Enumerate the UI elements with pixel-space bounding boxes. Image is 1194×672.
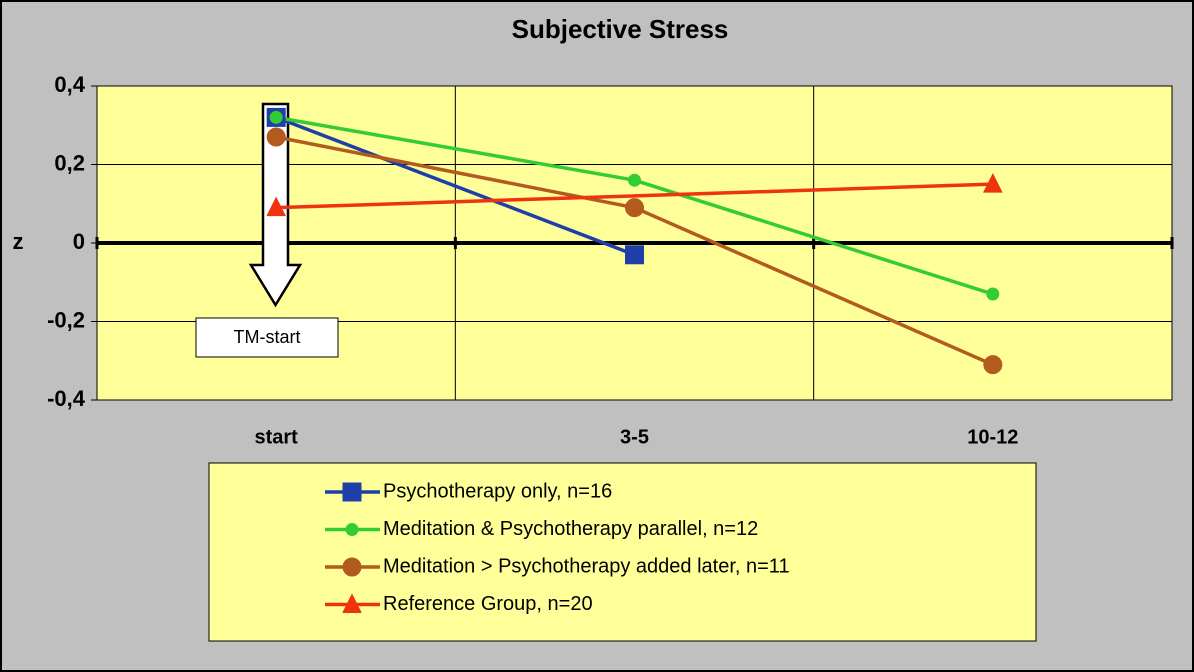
- y-tick-label: -0,2: [47, 307, 85, 332]
- legend-label: Reference Group, n=20: [383, 593, 593, 615]
- marker-circle: [628, 173, 641, 187]
- marker-square: [342, 482, 362, 502]
- x-tick-label: start: [254, 426, 298, 448]
- legend-label: Meditation > Psychotherapy added later, …: [383, 555, 790, 577]
- marker-circle: [345, 523, 359, 536]
- chart-title: Subjective Stress: [512, 14, 729, 44]
- marker-circle: [983, 355, 1003, 375]
- marker-square: [625, 245, 644, 265]
- y-tick-label: -0,4: [47, 386, 86, 411]
- legend-label: Psychotherapy only, n=16: [383, 480, 612, 502]
- marker-circle: [986, 287, 1000, 301]
- y-tick-label: 0,4: [54, 72, 85, 97]
- series-line: [275, 115, 636, 257]
- legend-box: [208, 462, 1037, 642]
- marker-triangle: [342, 593, 362, 613]
- marker-circle: [625, 198, 644, 218]
- legend-label: Meditation & Psychotherapy parallel, n=1…: [383, 518, 758, 540]
- marker-circle: [269, 110, 283, 124]
- y-axis-label: z: [13, 229, 24, 254]
- y-tick-label: 0,2: [54, 150, 85, 175]
- marker-circle: [266, 127, 286, 147]
- y-tick-label: 0: [73, 229, 85, 254]
- x-tick-label: 10-12: [967, 426, 1018, 448]
- annotation-text: TM-start: [234, 327, 301, 347]
- x-tick-label: 3-5: [620, 426, 649, 448]
- annotation-box: [195, 317, 339, 358]
- marker-triangle: [266, 196, 286, 217]
- marker-circle: [342, 557, 362, 577]
- marker-triangle: [983, 173, 1003, 193]
- series-line: [276, 182, 993, 210]
